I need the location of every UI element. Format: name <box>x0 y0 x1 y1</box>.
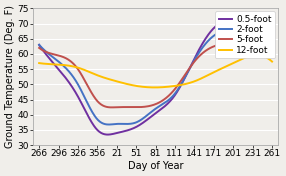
12-foot <box>37 62 41 64</box>
2-foot <box>130 122 134 125</box>
5-foot <box>37 47 41 49</box>
Line: 0.5-foot: 0.5-foot <box>39 18 272 135</box>
X-axis label: Day of Year: Day of Year <box>128 161 183 171</box>
5-foot <box>206 48 210 50</box>
5-foot <box>184 72 188 74</box>
12-foot <box>113 80 117 82</box>
5-foot <box>65 58 69 60</box>
0.5-foot <box>37 44 41 46</box>
0.5-foot <box>114 132 117 134</box>
2-foot <box>245 25 249 27</box>
12-foot <box>255 54 259 56</box>
5-foot <box>110 106 113 108</box>
5-foot <box>242 42 245 44</box>
2-foot <box>114 123 117 125</box>
Line: 12-foot: 12-foot <box>39 55 272 87</box>
12-foot <box>270 61 274 63</box>
12-foot <box>184 83 188 85</box>
12-foot <box>65 64 69 67</box>
2-foot <box>270 41 274 43</box>
Line: 2-foot: 2-foot <box>39 26 272 125</box>
Legend: 0.5-foot, 2-foot, 5-foot, 12-foot: 0.5-foot, 2-foot, 5-foot, 12-foot <box>215 11 275 58</box>
2-foot <box>107 124 110 126</box>
2-foot <box>65 68 69 71</box>
2-foot <box>37 44 41 46</box>
2-foot <box>206 40 210 42</box>
0.5-foot <box>184 74 188 76</box>
5-foot <box>114 106 117 108</box>
0.5-foot <box>65 79 69 81</box>
5-foot <box>270 44 274 46</box>
Y-axis label: Ground Temperature (Deg. F): Ground Temperature (Deg. F) <box>5 5 15 148</box>
12-foot <box>206 74 210 76</box>
2-foot <box>207 39 211 41</box>
0.5-foot <box>106 134 109 136</box>
Line: 5-foot: 5-foot <box>39 43 272 107</box>
5-foot <box>130 106 134 108</box>
12-foot <box>207 74 211 76</box>
2-foot <box>184 74 188 76</box>
0.5-foot <box>240 17 243 19</box>
0.5-foot <box>206 34 210 36</box>
5-foot <box>207 48 211 50</box>
0.5-foot <box>270 44 274 46</box>
0.5-foot <box>207 33 211 35</box>
12-foot <box>153 86 156 89</box>
0.5-foot <box>130 128 134 130</box>
12-foot <box>130 84 133 86</box>
